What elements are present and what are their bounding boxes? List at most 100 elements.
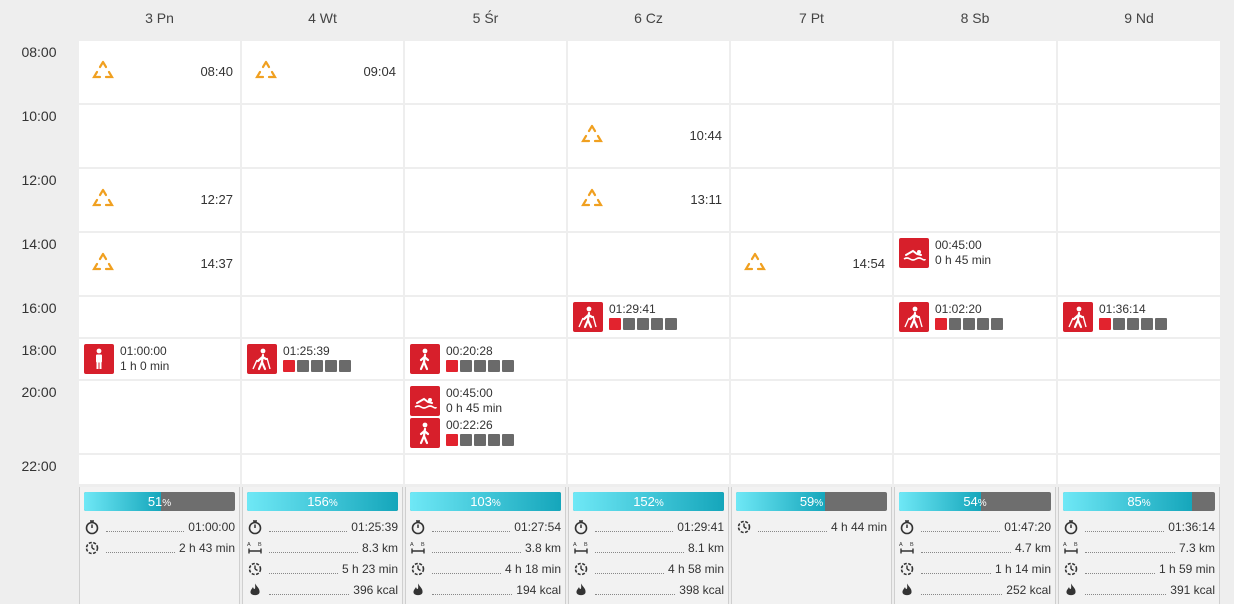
dotted-leader bbox=[595, 543, 684, 553]
activity-item[interactable]: 01:25:39 bbox=[247, 344, 351, 374]
goal-percent-value: 51 bbox=[147, 494, 163, 509]
day-header[interactable]: 6 Cz bbox=[634, 10, 663, 26]
zone-block bbox=[325, 360, 337, 372]
calendar-cell[interactable] bbox=[79, 41, 240, 103]
zone-block bbox=[637, 318, 649, 330]
activity-item[interactable]: 00:45:00 0 h 45 min bbox=[410, 386, 502, 416]
calendar-cell[interactable] bbox=[731, 169, 892, 231]
calendar-cell[interactable] bbox=[1058, 233, 1220, 295]
reminder-item[interactable]: 14:37 bbox=[92, 252, 233, 275]
dotted-leader bbox=[432, 585, 513, 595]
calendar-cell[interactable] bbox=[568, 233, 729, 295]
activity-item[interactable]: 01:29:41 bbox=[573, 302, 677, 332]
calendar-cell[interactable] bbox=[731, 233, 892, 295]
calendar-cell[interactable] bbox=[568, 169, 729, 231]
summary-stat: 01:25:39 bbox=[247, 517, 398, 537]
calendar-cell[interactable] bbox=[79, 455, 240, 484]
calendar-cell[interactable] bbox=[1058, 339, 1220, 379]
calendar-cell[interactable] bbox=[405, 169, 566, 231]
day-header[interactable]: 8 Sb bbox=[960, 10, 990, 26]
calendar-cell[interactable] bbox=[405, 233, 566, 295]
calendar-cell[interactable] bbox=[242, 41, 403, 103]
reminder-icon bbox=[92, 60, 114, 85]
reminder-item[interactable]: 12:27 bbox=[92, 188, 233, 211]
day-summary: 85% 01:36:14 A B 7.3 km 1 h 59 min 391 kcal bbox=[1058, 487, 1220, 604]
calendar-cell[interactable] bbox=[731, 297, 892, 337]
calendar-cell[interactable] bbox=[731, 339, 892, 379]
activity-goal-bar[interactable]: 59% bbox=[736, 492, 887, 511]
reminder-item[interactable]: 13:11 bbox=[581, 188, 722, 211]
day-summary: 152% 01:29:41 A B 8.1 km 4 h 58 min 398 kcal bbox=[568, 487, 729, 604]
calendar-cell[interactable] bbox=[1058, 105, 1220, 167]
calendar-cell[interactable] bbox=[405, 105, 566, 167]
calendar-cell[interactable] bbox=[79, 105, 240, 167]
calendar-cell[interactable] bbox=[894, 169, 1056, 231]
walk-icon bbox=[410, 418, 440, 448]
calendar-cell[interactable] bbox=[242, 105, 403, 167]
reminder-time: 13:11 bbox=[690, 192, 722, 207]
zone-block bbox=[1141, 318, 1153, 330]
calendar-cell[interactable] bbox=[894, 381, 1056, 453]
activity-item[interactable]: 01:36:14 bbox=[1063, 302, 1167, 332]
activity-goal-bar[interactable]: 85% bbox=[1063, 492, 1215, 511]
activity-goal-bar[interactable]: 51% bbox=[84, 492, 235, 511]
calendar-cell[interactable] bbox=[568, 381, 729, 453]
recovery-icon bbox=[247, 561, 263, 577]
day-header[interactable]: 4 Wt bbox=[308, 10, 337, 26]
activity-item[interactable]: 00:22:26 bbox=[410, 418, 514, 448]
reminder-time: 14:54 bbox=[852, 256, 885, 271]
calendar-cell[interactable] bbox=[405, 455, 566, 484]
calendar-cell[interactable] bbox=[568, 41, 729, 103]
calendar-cell[interactable] bbox=[731, 41, 892, 103]
calendar-cell[interactable] bbox=[79, 233, 240, 295]
calendar-cell[interactable] bbox=[731, 455, 892, 484]
reminder-item[interactable]: 09:04 bbox=[255, 60, 396, 83]
activity-goal-bar[interactable]: 152% bbox=[573, 492, 724, 511]
zone-block bbox=[488, 434, 500, 446]
activity-goal-bar[interactable]: 156% bbox=[247, 492, 398, 511]
activity-item[interactable]: 00:45:00 0 h 45 min bbox=[899, 238, 991, 268]
activity-goal-bar[interactable]: 103% bbox=[410, 492, 561, 511]
calendar-cell[interactable] bbox=[405, 297, 566, 337]
calendar-cell[interactable] bbox=[79, 169, 240, 231]
day-header[interactable]: 9 Nd bbox=[1124, 10, 1154, 26]
calendar-cell[interactable] bbox=[894, 41, 1056, 103]
activity-item[interactable]: 01:02:20 bbox=[899, 302, 1003, 332]
day-header[interactable]: 7 Pt bbox=[799, 10, 824, 26]
calendar-cell[interactable] bbox=[568, 105, 729, 167]
day-header[interactable]: 3 Pn bbox=[145, 10, 174, 26]
dotted-leader bbox=[269, 564, 338, 574]
calendar-cell[interactable] bbox=[1058, 169, 1220, 231]
calendar-cell[interactable] bbox=[242, 233, 403, 295]
reminder-item[interactable]: 14:54 bbox=[744, 252, 885, 275]
calendar-cell[interactable] bbox=[1058, 381, 1220, 453]
calendar-cell[interactable] bbox=[894, 455, 1056, 484]
calendar-cell[interactable] bbox=[894, 339, 1056, 379]
calendar-cell[interactable] bbox=[242, 381, 403, 453]
activity-item[interactable]: 00:20:28 bbox=[410, 344, 514, 374]
activity-item[interactable]: 01:00:00 1 h 0 min bbox=[84, 344, 169, 374]
svg-text:A: A bbox=[410, 542, 414, 548]
goal-percent-value: 85 bbox=[1127, 494, 1142, 509]
activity-duration: 01:36:14 bbox=[1099, 302, 1146, 316]
zone-block bbox=[502, 360, 514, 372]
calendar-cell[interactable] bbox=[242, 455, 403, 484]
calendar-cell[interactable] bbox=[242, 297, 403, 337]
calendar-cell[interactable] bbox=[731, 381, 892, 453]
summary-stat: 5 h 23 min bbox=[247, 559, 398, 579]
calendar-cell[interactable] bbox=[79, 381, 240, 453]
calendar-cell[interactable] bbox=[568, 339, 729, 379]
goal-percent-value: 152 bbox=[633, 494, 655, 509]
calendar-cell[interactable] bbox=[568, 455, 729, 484]
calendar-cell[interactable] bbox=[79, 297, 240, 337]
day-header[interactable]: 5 Śr bbox=[472, 10, 499, 26]
reminder-item[interactable]: 08:40 bbox=[92, 60, 233, 85]
reminder-item[interactable]: 10:44 bbox=[581, 124, 722, 147]
calendar-cell[interactable] bbox=[405, 41, 566, 103]
calendar-cell[interactable] bbox=[731, 105, 892, 167]
activity-goal-bar[interactable]: 54% bbox=[899, 492, 1051, 511]
calendar-cell[interactable] bbox=[894, 105, 1056, 167]
calendar-cell[interactable] bbox=[1058, 41, 1220, 103]
calendar-cell[interactable] bbox=[242, 169, 403, 231]
calendar-cell[interactable] bbox=[1058, 455, 1220, 484]
